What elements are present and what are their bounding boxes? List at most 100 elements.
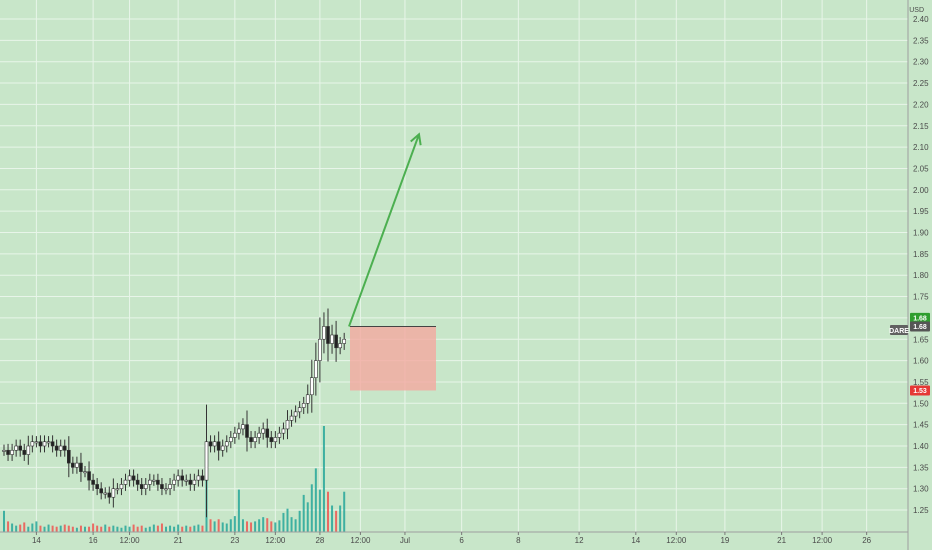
volume-bar (92, 523, 95, 532)
y-tick-label: 1.25 (913, 506, 929, 515)
volume-bar (270, 521, 273, 532)
target-arrow[interactable] (348, 133, 420, 327)
volume-bar (290, 517, 293, 532)
volume-bar (31, 523, 34, 532)
candle-body (301, 402, 306, 408)
price-badge (910, 312, 930, 323)
candle-body (237, 428, 241, 434)
x-tick-label: 26 (862, 536, 871, 545)
candle-body (91, 479, 95, 485)
candle-body (188, 479, 193, 485)
candle-body (322, 326, 326, 340)
x-tick-label: 12:00 (812, 536, 833, 545)
candle-body (42, 441, 47, 447)
volume-bar (189, 526, 192, 532)
volume-bar (201, 525, 204, 532)
y-tick-label: 1.80 (913, 271, 929, 280)
volume-bar (246, 521, 248, 532)
stop-loss-box[interactable] (350, 326, 436, 391)
volume-bar (209, 519, 212, 532)
volume-bar (177, 524, 180, 532)
volume-bar (47, 524, 50, 532)
candle-body (115, 488, 120, 491)
candle-body (62, 445, 67, 451)
volume-bar (302, 494, 305, 532)
candle-body (148, 479, 152, 485)
y-tick-label: 2.15 (913, 122, 929, 131)
candle-body (305, 394, 310, 404)
candle-body (143, 484, 148, 489)
candle-body (168, 484, 172, 489)
volume-bar (67, 525, 70, 532)
y-tick-label: 1.95 (913, 207, 929, 216)
volume-bar (35, 521, 38, 532)
symbol-label: DARE (889, 328, 909, 335)
volume-bar (193, 525, 196, 532)
candles (2, 308, 347, 518)
candle-body (204, 441, 209, 481)
volume-bar (165, 526, 167, 532)
y-tick-label: 1.85 (913, 250, 929, 259)
volume-bar (23, 522, 26, 532)
volume-bar (282, 512, 285, 532)
currency-label: USD (909, 7, 924, 14)
time-axis[interactable]: 14 16 12:00 21 23 12:00 28 12:00 Jul 6 8 12 14 12:00 1… (0, 531, 908, 545)
x-tick-label: Jul (400, 536, 410, 545)
volume-bar (181, 526, 184, 532)
volume-bar (124, 525, 127, 532)
volume-bar (3, 510, 5, 532)
candle-body (314, 360, 318, 378)
volume-bar (100, 526, 103, 532)
target-arrow-head (410, 132, 422, 146)
candle-body (261, 428, 266, 434)
y-tick-label: 2.05 (913, 164, 929, 173)
volume-bar (84, 526, 86, 532)
candle-body (14, 445, 18, 451)
candle-body (2, 449, 6, 452)
candle-body (152, 479, 156, 482)
volume-bar (136, 526, 139, 532)
y-tick-label: 1.75 (913, 293, 929, 302)
x-tick-label: 19 (720, 536, 729, 545)
candle-body (318, 338, 322, 361)
volume-bar (286, 508, 289, 532)
candle-body (273, 437, 278, 443)
volume-bar (169, 525, 172, 532)
volume-bar (15, 525, 18, 532)
candle-body (26, 445, 31, 455)
candle-body (67, 449, 71, 464)
volume-bar (132, 524, 135, 532)
drawing-tools[interactable] (348, 132, 436, 391)
candle-body (50, 441, 55, 447)
candle-body (6, 449, 10, 455)
candle-body (330, 334, 334, 344)
volume-bar (298, 510, 301, 532)
volume-bar (19, 524, 22, 532)
y-tick-label: 2.10 (913, 143, 929, 152)
volume-bar (112, 525, 115, 532)
candle-body (46, 441, 51, 444)
volume-bar (88, 526, 91, 532)
candle-body (111, 488, 116, 498)
volume-bar (335, 510, 338, 532)
candle-body (127, 475, 132, 481)
candle-body (164, 488, 168, 491)
y-tick-label: 2.20 (913, 100, 929, 109)
x-tick-label: 23 (230, 536, 239, 545)
candle-body (269, 437, 274, 443)
candle-body (119, 484, 124, 489)
candle-body (172, 479, 176, 485)
volume-bar (39, 525, 42, 532)
candle-body (123, 479, 128, 485)
y-tick-label: 1.45 (913, 421, 929, 430)
y-tick-label: 1.65 (913, 335, 929, 344)
volume-bar (294, 519, 297, 532)
y-tick-label: 2.25 (913, 79, 929, 88)
x-tick-label: 21 (777, 536, 786, 545)
volume-bar (63, 524, 66, 532)
y-tick-label: 2.35 (913, 36, 929, 45)
candle-body (281, 428, 286, 434)
candle-body (131, 475, 136, 481)
y-tick-label: 1.60 (913, 357, 929, 366)
